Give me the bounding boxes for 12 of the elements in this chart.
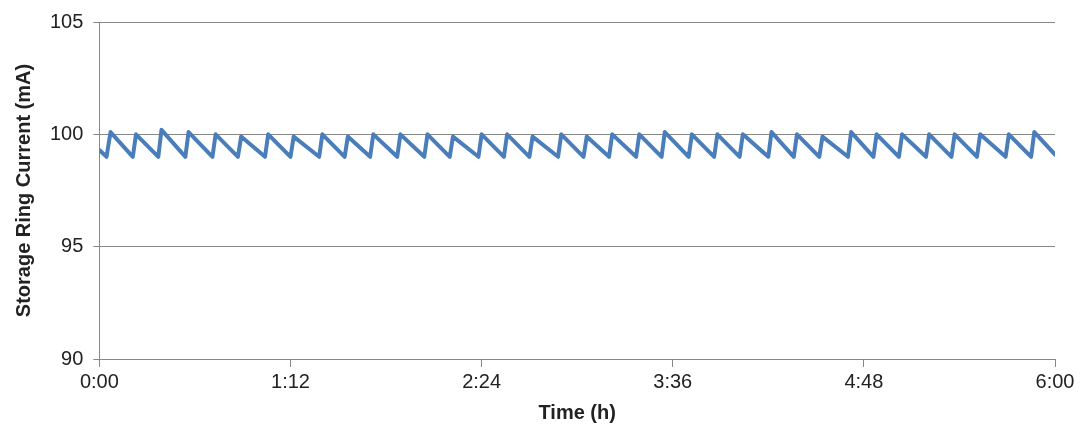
- y-axis-title: Storage Ring Current (mA): [11, 63, 34, 318]
- y-tick-label: 90: [61, 346, 84, 369]
- x-tick-label: 4:48: [844, 369, 884, 392]
- x-tick-label: 0:00: [79, 369, 119, 392]
- y-tick-label: 100: [49, 121, 84, 144]
- x-tick-label: 6:00: [1035, 369, 1075, 392]
- x-tick-label: 3:36: [653, 369, 693, 392]
- y-tick-label: 105: [49, 9, 84, 32]
- x-axis-title: Time (h): [538, 400, 616, 423]
- y-tick-label: 95: [61, 234, 84, 257]
- x-tick-label: 2:24: [462, 369, 502, 392]
- x-tick-label: 1:12: [271, 369, 310, 392]
